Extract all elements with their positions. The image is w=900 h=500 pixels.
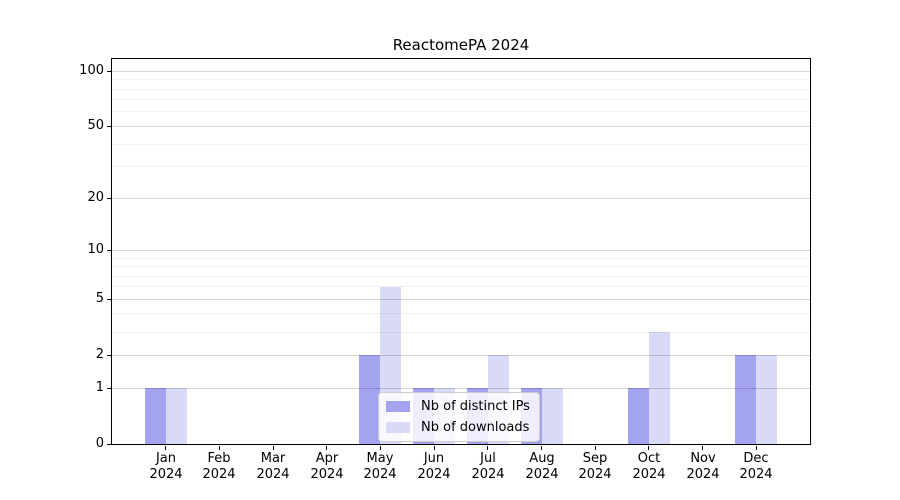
y-tick-mark xyxy=(107,126,111,127)
x-tick-label: Sep 2024 xyxy=(578,451,612,482)
x-tick-mark xyxy=(595,446,596,450)
x-tick-label: Dec 2024 xyxy=(739,451,773,482)
bar-downloads xyxy=(649,332,670,444)
legend-swatch-downloads xyxy=(386,422,410,433)
x-tick-mark xyxy=(648,446,649,450)
bars-layer xyxy=(112,59,810,444)
x-tick-mark xyxy=(487,446,488,450)
x-tick-label: Jul 2024 xyxy=(471,451,505,482)
bar-distinct-ips xyxy=(735,355,756,444)
y-tick-label: 5 xyxy=(95,291,104,306)
y-tick-label: 0 xyxy=(95,436,104,451)
legend-item-downloads: Nb of downloads xyxy=(386,419,530,436)
x-tick-label: Nov 2024 xyxy=(686,451,720,482)
bar-distinct-ips xyxy=(145,388,166,444)
bar-downloads xyxy=(542,388,563,444)
x-tick-label: Apr 2024 xyxy=(310,451,344,482)
legend-label-distinct-ips: Nb of distinct IPs xyxy=(421,399,530,414)
legend-item-distinct-ips: Nb of distinct IPs xyxy=(386,398,530,415)
x-tick-mark xyxy=(434,446,435,450)
legend-label-downloads: Nb of downloads xyxy=(421,420,530,435)
y-tick-label: 100 xyxy=(79,63,104,78)
chart-title: ReactomePA 2024 xyxy=(392,36,530,54)
y-tick-mark xyxy=(107,299,111,300)
x-tick-mark xyxy=(380,446,381,450)
y-tick-mark xyxy=(107,355,111,356)
y-tick-label: 1 xyxy=(95,380,104,395)
y-tick-mark xyxy=(107,444,111,445)
x-tick-label: May 2024 xyxy=(363,451,397,482)
y-tick-mark xyxy=(107,250,111,251)
legend-swatch-distinct-ips xyxy=(386,401,410,412)
bar-downloads xyxy=(756,355,777,444)
bar-distinct-ips xyxy=(628,388,649,444)
y-tick-mark xyxy=(107,71,111,72)
y-tick-mark xyxy=(107,388,111,389)
plot-area: Nb of distinct IPs Nb of downloads xyxy=(111,58,811,445)
bar-distinct-ips xyxy=(359,355,380,444)
bar-downloads xyxy=(166,388,187,444)
x-tick-label: Mar 2024 xyxy=(256,451,290,482)
x-tick-mark xyxy=(702,446,703,450)
x-tick-label: Aug 2024 xyxy=(525,451,559,482)
legend: Nb of distinct IPs Nb of downloads xyxy=(378,392,540,442)
x-tick-label: Jun 2024 xyxy=(417,451,451,482)
y-tick-mark xyxy=(107,198,111,199)
x-tick-mark xyxy=(219,446,220,450)
y-tick-label: 20 xyxy=(87,190,104,205)
x-tick-mark xyxy=(756,446,757,450)
y-tick-label: 2 xyxy=(95,347,104,362)
x-tick-mark xyxy=(165,446,166,450)
y-tick-label: 10 xyxy=(87,242,104,257)
y-tick-label: 50 xyxy=(87,118,104,133)
x-tick-label: Feb 2024 xyxy=(202,451,236,482)
x-tick-label: Oct 2024 xyxy=(632,451,666,482)
x-tick-mark xyxy=(326,446,327,450)
x-tick-label: Jan 2024 xyxy=(149,451,183,482)
x-tick-mark xyxy=(541,446,542,450)
x-tick-mark xyxy=(273,446,274,450)
